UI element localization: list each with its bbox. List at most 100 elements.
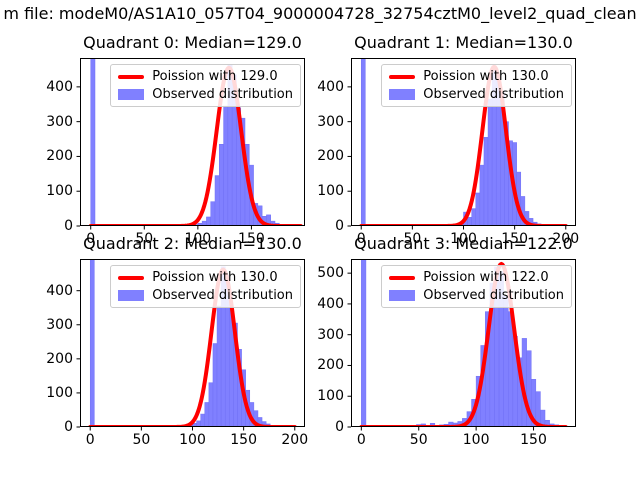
x-tick-label: 100 <box>450 231 477 247</box>
y-tick-label: 300 <box>46 113 73 130</box>
y-tick-label: 400 <box>317 78 344 95</box>
histogram-bar <box>535 391 541 427</box>
legend-box: Poission with 129.0 Observed distributio… <box>110 64 301 107</box>
zero-spike-bar <box>90 58 96 226</box>
plot-area <box>347 58 576 230</box>
x-tick-label: 0 <box>85 432 95 448</box>
x-tick-label: 100 <box>179 432 206 448</box>
y-tick-label: 400 <box>46 282 73 299</box>
histogram-bar <box>200 413 206 427</box>
y-tick-label: 200 <box>317 357 344 374</box>
plot-contents <box>88 259 297 427</box>
x-tick-label: 150 <box>520 432 547 448</box>
subplot-quadrant-3: Quadrant 3: Median=122.0 Poission with 1… <box>317 234 576 448</box>
y-tick-label: 400 <box>317 295 344 312</box>
axes-spines <box>351 58 576 226</box>
poisson-curve <box>359 261 568 427</box>
histogram-bar <box>206 216 211 226</box>
subplot-title: Quadrant 2: Median=130.0 <box>83 234 302 253</box>
legend-patch-label: Observed distribution <box>152 87 293 102</box>
legend-entry-observed: Observed distribution <box>389 288 564 303</box>
histogram-bar <box>212 343 218 427</box>
y-tick-label: 400 <box>46 78 73 95</box>
y-tick-label: 0 <box>335 218 344 234</box>
histogram-bar <box>467 217 472 226</box>
y-tick-label: 200 <box>46 350 73 367</box>
x-tick-label: 0 <box>356 231 366 247</box>
y-tick-label: 200 <box>317 148 344 165</box>
x-tick-label: 50 <box>135 231 154 247</box>
zero-spike-bar <box>361 259 367 427</box>
histogram-bar <box>208 382 214 427</box>
legend-entry-poisson: Poission with 130.0 <box>118 270 293 285</box>
subplot-title: Quadrant 1: Median=130.0 <box>354 33 573 52</box>
x-tick-label: 100 <box>184 231 212 247</box>
legend-patch-label: Observed distribution <box>152 288 293 303</box>
y-tick-label: 100 <box>317 388 344 405</box>
subplot-quadrant-1: Quadrant 1: Median=130.0 Poission with 1… <box>317 33 579 247</box>
x-tick-label: 200 <box>552 231 580 247</box>
x-tick-label: 150 <box>230 432 257 448</box>
y-tick-label: 0 <box>64 218 73 234</box>
legend-patch-sample-icon <box>389 290 416 301</box>
histogram-bar <box>266 214 271 226</box>
histogram-bar <box>216 305 222 427</box>
x-tick-label: 50 <box>403 231 422 247</box>
axes-spines <box>80 259 305 427</box>
legend-patch-label: Observed distribution <box>423 87 564 102</box>
legend-box: Poission with 130.0 Observed distributio… <box>110 265 301 308</box>
plot-area <box>76 259 305 431</box>
legend-line-sample-icon <box>118 275 145 280</box>
x-tick-label: 0 <box>86 231 96 247</box>
y-tick-label: 100 <box>317 183 344 200</box>
poisson-curve <box>88 65 303 226</box>
legend-entry-poisson: Poission with 130.0 <box>389 69 564 84</box>
zero-spike-bar <box>89 259 95 427</box>
histogram-bar <box>219 144 224 226</box>
subplot-quadrant-0: Quadrant 0: Median=129.0 Poission with 1… <box>46 33 305 247</box>
plot-area <box>76 58 305 230</box>
histogram-bar <box>544 419 550 427</box>
legend-patch-label: Observed distribution <box>423 288 564 303</box>
y-tick-label: 300 <box>317 113 344 130</box>
histogram-bar <box>487 98 493 226</box>
legend-entry-poisson: Poission with 129.0 <box>118 69 293 84</box>
subplot-title: Quadrant 0: Median=129.0 <box>83 33 302 52</box>
histogram-bar <box>223 105 229 226</box>
histogram-bar <box>483 137 489 226</box>
x-tick-label: 50 <box>132 432 151 448</box>
legend-patch-sample-icon <box>118 89 145 100</box>
y-tick-label: 300 <box>317 326 344 343</box>
legend-entry-poisson: Poission with 122.0 <box>389 270 564 285</box>
legend-line-sample-icon <box>389 74 416 79</box>
subplot-quadrant-2: Quadrant 2: Median=130.0 Poission with 1… <box>46 234 308 448</box>
legend-line-sample-icon <box>389 275 416 280</box>
legend-line-label: Poission with 129.0 <box>152 69 278 84</box>
subplot-title: Quadrant 3: Median=122.0 <box>354 234 573 253</box>
x-tick-label: 100 <box>462 432 490 448</box>
legend-line-label: Poission with 130.0 <box>423 69 549 84</box>
legend-patch-sample-icon <box>118 290 145 301</box>
y-tick-label: 500 <box>317 265 344 282</box>
y-tick-label: 0 <box>64 419 73 435</box>
histogram-bar <box>210 201 216 226</box>
zero-spike-bar <box>360 58 366 226</box>
x-tick-label: 200 <box>281 432 309 448</box>
histogram-bar <box>503 295 509 427</box>
legend-box: Poission with 122.0 Observed distributio… <box>381 265 572 308</box>
x-tick-label: 0 <box>356 432 366 448</box>
y-tick-label: 100 <box>46 384 73 401</box>
y-tick-label: 0 <box>335 419 344 435</box>
histogram-bar <box>479 164 485 226</box>
histogram-bar <box>471 208 477 226</box>
axes-spines <box>80 58 305 226</box>
legend-box: Poission with 130.0 Observed distributio… <box>381 64 572 107</box>
histogram-bar <box>204 402 210 427</box>
legend-line-label: Poission with 130.0 <box>152 270 278 285</box>
x-tick-label: 150 <box>238 231 265 247</box>
figure-suptitle: m file: modeM0/AS1A10_057T04_9000004728_… <box>3 4 637 23</box>
y-tick-label: 300 <box>46 316 73 333</box>
legend-line-label: Poission with 122.0 <box>423 270 549 285</box>
legend-patch-sample-icon <box>389 89 416 100</box>
